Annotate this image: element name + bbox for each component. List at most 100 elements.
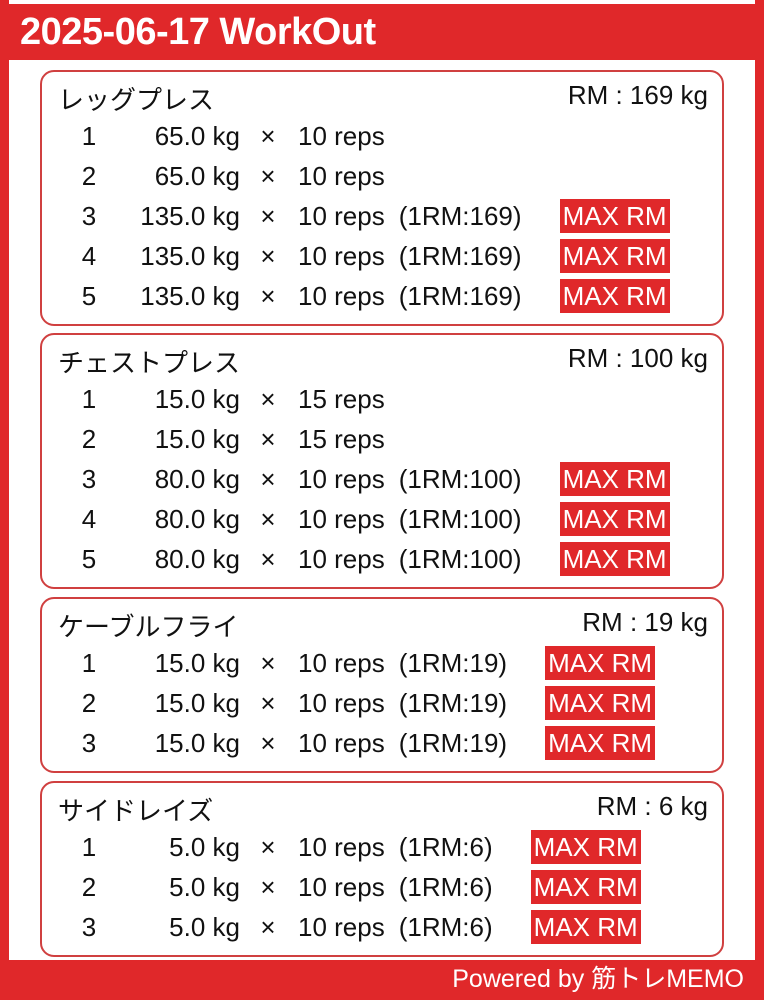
set-reps: 10 reps: [298, 121, 385, 151]
times-sign: ×: [260, 241, 276, 271]
set-detail: 10 reps (1RM:100) MAX RM: [298, 459, 670, 499]
set-number: 3: [81, 464, 97, 494]
set-row: 2 5.0 kg × 10 reps (1RM:6) MAX RM: [42, 867, 722, 907]
max-rm-badge: MAX RM: [545, 646, 656, 680]
set-reps: 10 reps: [298, 872, 385, 902]
exercise-name: ケーブルフライ: [58, 612, 239, 642]
set-one-rm: (1RM:169): [398, 281, 522, 311]
set-detail: 15 reps: [298, 379, 385, 419]
set-row: 3 135.0 kg × 10 reps (1RM:169) MAX RM: [42, 196, 722, 236]
set-number: 5: [81, 544, 97, 574]
set-weight: 65.0 kg: [154, 121, 240, 151]
set-row: 2 65.0 kg × 10 reps: [42, 156, 722, 196]
set-detail: 10 reps (1RM:169) MAX RM: [298, 236, 670, 276]
times-sign: ×: [260, 424, 276, 454]
exercise-card: レッグプレス RM : 169 kg 1 65.0 kg × 10 reps 2 65.0 k…: [40, 70, 724, 326]
set-row: 4 135.0 kg × 10 reps (1RM:169) MAX RM: [42, 236, 722, 276]
set-number: 2: [81, 161, 97, 191]
set-reps: 10 reps: [298, 728, 385, 758]
footer-credit: Powered by 筋トレMEMO: [0, 960, 764, 1000]
set-one-rm: (1RM:169): [398, 241, 522, 271]
set-weight: 15.0 kg: [154, 728, 240, 758]
set-detail: 10 reps (1RM:169) MAX RM: [298, 276, 670, 316]
set-one-rm: (1RM:19): [398, 728, 508, 758]
set-number: 4: [81, 504, 97, 534]
set-number: 2: [81, 872, 97, 902]
set-weight: 15.0 kg: [154, 648, 240, 678]
max-rm-badge: MAX RM: [559, 199, 670, 233]
set-reps: 10 reps: [298, 912, 385, 942]
set-weight: 15.0 kg: [154, 688, 240, 718]
set-one-rm: (1RM:6): [398, 872, 493, 902]
set-weight: 80.0 kg: [154, 504, 240, 534]
times-sign: ×: [260, 544, 276, 574]
set-weight: 80.0 kg: [154, 544, 240, 574]
set-number: 2: [81, 424, 97, 454]
set-detail: 10 reps (1RM:19) MAX RM: [298, 723, 656, 763]
set-reps: 15 reps: [298, 424, 385, 454]
exercise-rm: RM : 100 kg: [567, 343, 708, 373]
times-sign: ×: [260, 464, 276, 494]
times-sign: ×: [260, 728, 276, 758]
set-weight: 15.0 kg: [154, 384, 240, 414]
times-sign: ×: [260, 201, 276, 231]
exercise-name: レッグプレス: [58, 85, 215, 115]
exercise-card: チェストプレス RM : 100 kg 1 15.0 kg × 15 reps 2 15.0 …: [40, 333, 724, 589]
set-reps: 15 reps: [298, 384, 385, 414]
set-one-rm: (1RM:19): [398, 648, 508, 678]
times-sign: ×: [260, 161, 276, 191]
set-detail: 10 reps (1RM:100) MAX RM: [298, 499, 670, 539]
times-sign: ×: [260, 504, 276, 534]
set-row: 1 15.0 kg × 10 reps (1RM:19) MAX RM: [42, 643, 722, 683]
set-row: 3 15.0 kg × 10 reps (1RM:19) MAX RM: [42, 723, 722, 763]
exercise-rm: RM : 169 kg: [567, 80, 708, 110]
set-weight: 15.0 kg: [154, 424, 240, 454]
set-one-rm: (1RM:6): [398, 912, 493, 942]
set-detail: 10 reps (1RM:6) MAX RM: [298, 907, 641, 947]
times-sign: ×: [260, 281, 276, 311]
max-rm-badge: MAX RM: [545, 726, 656, 760]
max-rm-badge: MAX RM: [530, 910, 641, 944]
set-weight: 5.0 kg: [169, 912, 240, 942]
max-rm-badge: MAX RM: [559, 239, 670, 273]
set-row: 5 135.0 kg × 10 reps (1RM:169) MAX RM: [42, 276, 722, 316]
times-sign: ×: [260, 384, 276, 414]
set-row: 4 80.0 kg × 10 reps (1RM:100) MAX RM: [42, 499, 722, 539]
set-weight: 80.0 kg: [154, 464, 240, 494]
exercise-card: ケーブルフライ RM : 19 kg 1 15.0 kg × 10 reps (1RM:19…: [40, 597, 724, 773]
set-number: 1: [81, 832, 97, 862]
exercise-card: サイドレイズ RM : 6 kg 1 5.0 kg × 10 reps (1RM:6) MAX…: [40, 781, 724, 957]
set-one-rm: (1RM:19): [398, 688, 508, 718]
set-row: 3 5.0 kg × 10 reps (1RM:6) MAX RM: [42, 907, 722, 947]
set-detail: 10 reps (1RM:100) MAX RM: [298, 539, 670, 579]
set-detail: 10 reps: [298, 156, 385, 196]
set-number: 3: [81, 912, 97, 942]
set-row: 1 5.0 kg × 10 reps (1RM:6) MAX RM: [42, 827, 722, 867]
set-reps: 10 reps: [298, 241, 385, 271]
set-weight: 65.0 kg: [154, 161, 240, 191]
set-detail: 10 reps (1RM:6) MAX RM: [298, 827, 641, 867]
set-reps: 10 reps: [298, 648, 385, 678]
set-reps: 10 reps: [298, 161, 385, 191]
set-row: 3 80.0 kg × 10 reps (1RM:100) MAX RM: [42, 459, 722, 499]
set-row: 2 15.0 kg × 15 reps: [42, 419, 722, 459]
set-weight: 135.0 kg: [140, 201, 240, 231]
set-number: 1: [81, 648, 97, 678]
page-title: 2025-06-17 WorkOut: [0, 4, 764, 60]
max-rm-badge: MAX RM: [559, 462, 670, 496]
set-weight: 5.0 kg: [169, 832, 240, 862]
set-detail: 15 reps: [298, 419, 385, 459]
max-rm-badge: MAX RM: [559, 502, 670, 536]
set-reps: 10 reps: [298, 201, 385, 231]
max-rm-badge: MAX RM: [559, 542, 670, 576]
set-number: 4: [81, 241, 97, 271]
times-sign: ×: [260, 121, 276, 151]
max-rm-badge: MAX RM: [559, 279, 670, 313]
set-number: 5: [81, 281, 97, 311]
set-row: 5 80.0 kg × 10 reps (1RM:100) MAX RM: [42, 539, 722, 579]
set-number: 3: [81, 201, 97, 231]
set-reps: 10 reps: [298, 504, 385, 534]
set-reps: 10 reps: [298, 544, 385, 574]
set-weight: 135.0 kg: [140, 241, 240, 271]
set-reps: 10 reps: [298, 688, 385, 718]
